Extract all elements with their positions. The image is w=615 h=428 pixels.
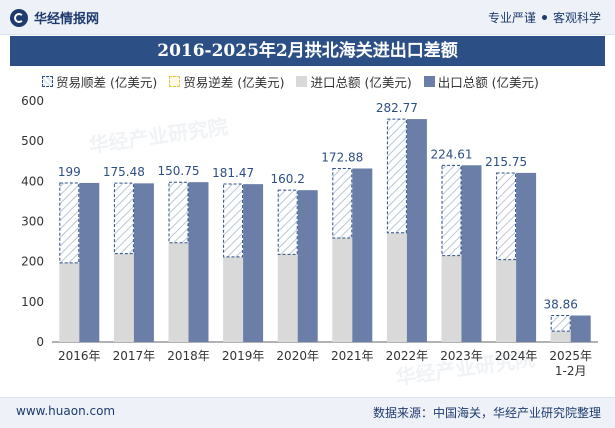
x-tick-label: 2025年 — [549, 349, 592, 363]
export-bar — [352, 168, 373, 342]
surplus-bar — [168, 181, 189, 244]
legend-swatch-exports — [423, 76, 435, 87]
x-tick-label: 2017年 — [113, 349, 156, 363]
data-label: 172.88 — [321, 151, 363, 165]
data-label: 175.48 — [103, 165, 145, 179]
export-bar — [406, 119, 427, 342]
y-tick-label: 100 — [21, 295, 44, 309]
export-bar — [79, 182, 100, 342]
brand: 华经情报网 — [10, 8, 99, 27]
x-tick-label: 2016年 — [58, 349, 101, 363]
import-bar — [277, 254, 298, 342]
x-tick-label: 2022年 — [386, 349, 429, 363]
import-bar — [113, 253, 134, 342]
export-bar — [570, 315, 591, 342]
x-tick-label: 2024年 — [495, 349, 538, 363]
import-bar — [550, 331, 571, 342]
bullet-icon — [541, 15, 547, 20]
brand-name: 华经情报网 — [34, 12, 100, 27]
import-bar — [441, 255, 462, 342]
export-bar — [133, 183, 154, 342]
surplus-bar — [59, 182, 80, 264]
export-bar — [243, 184, 264, 342]
brand-logo-icon — [10, 8, 28, 27]
legend-swatch-deficit — [169, 76, 181, 87]
chart-legend: 贸易顺差 (亿美元) 贸易逆差 (亿美元) 进口总额 (亿美元) 出口总额 (亿… — [42, 72, 551, 91]
y-tick-label: 600 — [21, 94, 44, 108]
data-label: 181.47 — [212, 166, 254, 180]
legend-item-exports: 出口总额 (亿美元) — [423, 72, 539, 91]
y-tick-label: 200 — [21, 255, 44, 269]
data-label: 224.61 — [431, 147, 473, 161]
export-bar — [461, 165, 482, 342]
chart-title: 2016-2025年2月拱北海关进出口差额 — [10, 36, 605, 66]
surplus-bar — [441, 164, 462, 257]
surplus-bar — [550, 315, 571, 332]
y-tick-label: 400 — [21, 174, 44, 188]
bar-chart: 0 100 200 300 400 500 600 2016年 2017年 2018年 2019年 2… — [21, 94, 598, 378]
footer-source: 数据来源：中国海关，华经产业研究院整理 — [372, 406, 601, 420]
x-tick-label: 2023年 — [440, 349, 483, 363]
legend-label-exports: 出口总额 (亿美元) — [437, 75, 539, 90]
header-bar: 华经情报网 专业严谨 客观科学 — [0, 0, 615, 35]
y-tick-label: 0 — [36, 335, 44, 349]
legend-label-deficit: 贸易逆差 (亿美元) — [183, 75, 285, 90]
tagline-2: 客观科学 — [552, 11, 601, 25]
y-tick-label: 500 — [21, 134, 44, 148]
import-bar — [59, 262, 80, 342]
x-tick-label: 2018年 — [167, 349, 210, 363]
legend-item-deficit: 贸易逆差 (亿美元) — [169, 72, 284, 91]
data-label: 38.86 — [544, 298, 578, 312]
surplus-bar — [277, 189, 298, 255]
surplus-bar — [332, 168, 353, 239]
legend-item-imports: 进口总额 (亿美元) — [296, 72, 412, 91]
y-tick-label: 300 — [21, 215, 44, 229]
tagline: 专业严谨 客观科学 — [488, 9, 601, 26]
import-bar — [223, 256, 244, 342]
footer-url: www.huaon.com — [16, 404, 116, 418]
tagline-1: 专业严谨 — [487, 11, 536, 25]
surplus-bar — [496, 172, 517, 261]
surplus-bar — [113, 182, 134, 255]
data-label: 150.75 — [158, 164, 200, 178]
x-tick-label: 2021年 — [331, 349, 374, 363]
import-bar — [386, 232, 407, 342]
surplus-bar — [386, 118, 407, 234]
legend-swatch-surplus — [42, 76, 53, 87]
data-label: 215.75 — [485, 155, 527, 169]
import-bar — [168, 242, 189, 342]
export-bar — [297, 190, 318, 342]
legend-label-surplus: 贸易顺差 (亿美元) — [56, 75, 158, 90]
legend-item-surplus: 贸易顺差 (亿美元) — [42, 72, 157, 91]
legend-label-imports: 进口总额 (亿美元) — [310, 75, 412, 90]
surplus-bar — [223, 183, 244, 258]
import-bar — [332, 237, 353, 342]
data-label: 282.77 — [376, 101, 418, 115]
export-bar — [516, 172, 537, 342]
data-label: 199 — [58, 165, 81, 179]
x-tick-label: 2020年 — [276, 349, 319, 363]
x-tick-label: 2019年 — [222, 349, 265, 363]
legend-swatch-imports — [296, 76, 308, 87]
export-bar — [188, 182, 209, 342]
footer-bar: www.huaon.com 数据来源：中国海关，华经产业研究院整理 — [0, 397, 615, 428]
import-bar — [496, 259, 517, 342]
x-tick-label: 1-2月 — [555, 364, 587, 378]
data-label: 160.2 — [271, 172, 305, 186]
